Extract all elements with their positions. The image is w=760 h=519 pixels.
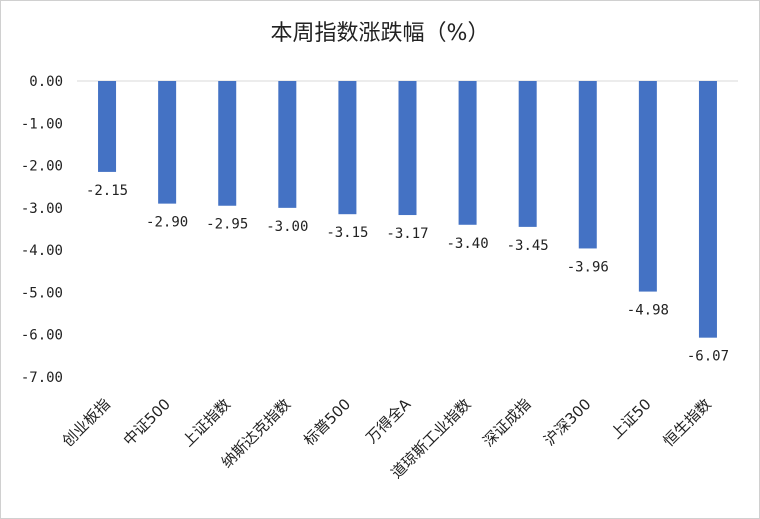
bar	[458, 81, 477, 225]
bar	[218, 81, 237, 206]
bar	[278, 81, 297, 208]
bar	[578, 81, 597, 249]
data-labels: -2.15 -2.90 -2.95 -3.00 -3.15 -3.17 -3.40 -3.45…	[86, 183, 729, 365]
y-tick-label: -7.00	[21, 370, 63, 386]
data-label: -3.17	[386, 226, 428, 242]
bar	[518, 81, 537, 227]
data-label: -3.40	[447, 236, 489, 252]
y-tick-label: -3.00	[21, 201, 63, 217]
category-label: 恒生指数	[660, 395, 715, 450]
y-axis-ticks: 0.00 -1.00 -2.00 -3.00 -4.00 -5.00 -6.00 -7.00	[21, 74, 63, 386]
bar	[158, 81, 177, 204]
category-labels: 创业板指 中证500 上证指数纳斯达克指数 标普500 万得全A道琼斯工业指数 深证成指沪…	[59, 395, 715, 483]
category-label: 沪深300	[540, 395, 594, 449]
bar	[338, 81, 357, 215]
category-label: 标普500	[300, 395, 354, 449]
category-label: 创业板指	[59, 395, 114, 450]
data-label: -2.90	[146, 215, 188, 231]
data-label: -2.15	[86, 183, 128, 199]
data-label: -3.15	[326, 225, 368, 241]
bar	[638, 81, 657, 292]
data-label: -2.95	[206, 217, 248, 233]
category-label: 上证指数	[179, 395, 234, 450]
bar	[698, 81, 717, 338]
y-tick-label: -6.00	[21, 328, 63, 344]
category-label: 上证50	[607, 395, 654, 442]
y-tick-label: 0.00	[29, 74, 63, 90]
category-label: 万得全A	[363, 395, 415, 447]
y-tick-label: -5.00	[21, 285, 63, 301]
bars	[98, 81, 717, 338]
data-label: -3.00	[266, 219, 308, 235]
data-label: -3.96	[567, 259, 609, 275]
bar	[398, 81, 417, 216]
chart-title: 本周指数涨跌幅（%）	[270, 21, 490, 46]
y-tick-label: -2.00	[21, 159, 63, 175]
y-tick-label: -1.00	[21, 116, 63, 132]
data-label: -4.98	[627, 303, 669, 319]
y-tick-label: -4.00	[21, 243, 63, 259]
category-label: 深证成指	[479, 395, 534, 450]
data-label: -3.45	[507, 238, 549, 254]
bar	[98, 81, 117, 172]
data-label: -6.07	[687, 349, 729, 365]
category-label: 中证500	[120, 395, 174, 449]
